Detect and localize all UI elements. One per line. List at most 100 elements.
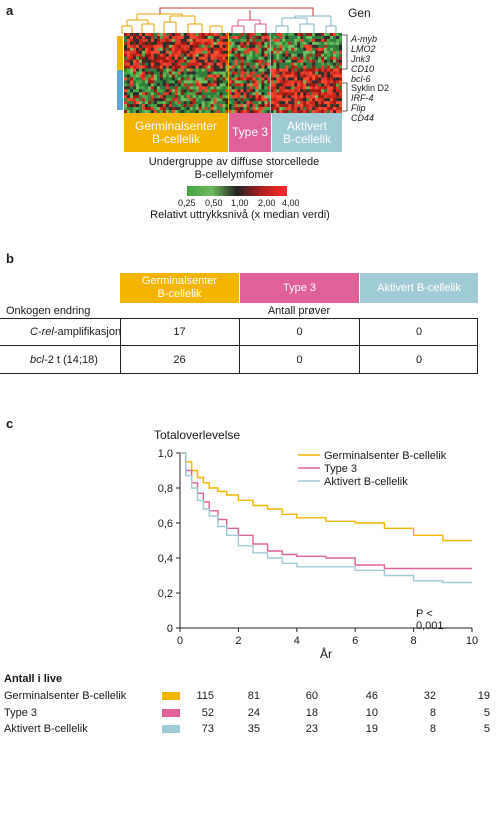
heatmap-cell: [189, 110, 193, 113]
heatmap-cell: [324, 62, 328, 66]
heatmap-cell: [309, 92, 313, 96]
heatmap-cell: [222, 41, 226, 46]
heatmap-cell: [186, 38, 190, 43]
heatmap-cell: [198, 71, 202, 75]
heatmap-cell: [180, 95, 185, 99]
heatmap-cell: [171, 59, 176, 63]
heatmap-cell: [240, 68, 244, 72]
heatmap-cell: [129, 98, 134, 102]
heatmap-cell: [171, 41, 176, 46]
heatmap-cell: [216, 44, 220, 49]
heatmap-cell: [159, 80, 164, 84]
heatmap-cell: [138, 59, 143, 63]
heatmap-cell: [252, 68, 256, 72]
heatmap-cell: [192, 98, 196, 102]
heatmap-cell: [273, 47, 277, 52]
heatmap-cell: [252, 35, 256, 40]
heatmap-cell: [258, 89, 262, 93]
heatmap-cell: [267, 95, 271, 99]
heatmap-cell: [312, 59, 316, 63]
heatmap-cell: [240, 80, 244, 84]
heatmap-cell: [315, 71, 319, 75]
heatmap-cell: [132, 110, 137, 113]
heatmap-cell: [201, 38, 205, 43]
heatmap-cell: [124, 104, 128, 108]
heatmap-cell: [216, 62, 220, 66]
heatmap-cell: [144, 65, 149, 69]
heatmap-cell: [321, 98, 325, 102]
heatmap-cell: [297, 44, 301, 49]
heatmap-cell: [231, 65, 235, 69]
heatmap-cell: [237, 53, 241, 57]
heatmap-cell: [258, 33, 262, 37]
heatmap-cell: [303, 107, 307, 111]
heatmap-cell: [171, 107, 176, 111]
heatmap-cell: [234, 62, 238, 66]
heatmap-cell: [204, 92, 208, 96]
heatmap-cell: [147, 107, 152, 111]
heatmap-cell: [240, 50, 244, 55]
heatmap-cell: [300, 65, 304, 69]
heatmap-cell: [183, 77, 188, 81]
heatmap-cell: [252, 83, 256, 87]
heatmap-cell: [159, 101, 164, 105]
heatmap-cell: [267, 80, 271, 84]
heatmap-cell: [321, 95, 325, 99]
heatmap-cell: [159, 41, 164, 46]
heatmap-cell: [318, 86, 322, 90]
heatmap-cell: [204, 35, 208, 40]
heatmap-cell: [135, 110, 140, 113]
heatmap-cell: [162, 62, 167, 66]
heatmap-cell: [270, 62, 274, 66]
heatmap-cell: [192, 107, 196, 111]
heatmap-cell: [177, 77, 182, 81]
heatmap-cell: [333, 86, 337, 90]
heatmap-cell: [132, 80, 137, 84]
heatmap-cell: [153, 53, 158, 57]
heatmap-cell: [225, 110, 229, 113]
heatmap-cell: [234, 107, 238, 111]
heatmap-cell: [303, 74, 307, 78]
heatmap-cell: [336, 56, 340, 60]
heatmap-cell: [285, 92, 289, 96]
heatmap-cell: [129, 77, 134, 81]
heatmap-cell: [219, 44, 223, 49]
heatmap-cell: [222, 80, 226, 84]
heatmap-cell: [201, 86, 205, 90]
heatmap-cell: [297, 110, 301, 113]
heatmap-cell: [183, 110, 188, 113]
heatmap-cell: [198, 74, 202, 78]
heatmap-cell: [222, 104, 226, 108]
heatmap-cell: [240, 95, 244, 99]
heatmap-cell: [333, 89, 337, 93]
heatmap-cell: [135, 59, 140, 63]
heatmap-cell: [324, 44, 328, 49]
heatmap-cell: [318, 41, 322, 46]
heatmap-cell: [252, 38, 256, 43]
heatmap-cell: [159, 65, 164, 69]
risk-value: 19: [365, 723, 378, 735]
heatmap-cell: [225, 53, 229, 57]
heatmap-cell: [261, 98, 265, 102]
heatmap-cell: [309, 56, 313, 60]
heatmap-cell: [159, 44, 164, 49]
heatmap-cell: [303, 59, 307, 63]
heatmap-cell: [228, 107, 232, 111]
heatmap-cell: [207, 53, 211, 57]
heatmap-cell: [180, 89, 185, 93]
y-tick-label: 0,2: [158, 588, 173, 600]
heatmap-cell: [270, 74, 274, 78]
heatmap-cell: [159, 62, 164, 66]
heatmap-cell: [186, 95, 190, 99]
heatmap-cell: [285, 53, 289, 57]
heatmap-cell: [258, 74, 262, 78]
heatmap-cell: [255, 89, 259, 93]
heatmap-cell: [282, 110, 286, 113]
heatmap-cell: [333, 35, 337, 40]
heatmap-cell: [276, 83, 280, 87]
heatmap-cell: [195, 92, 199, 96]
heatmap-cell: [201, 104, 205, 108]
heatmap-cell: [213, 59, 217, 63]
heatmap-cell: [180, 53, 185, 57]
heatmap-cell: [294, 104, 298, 108]
